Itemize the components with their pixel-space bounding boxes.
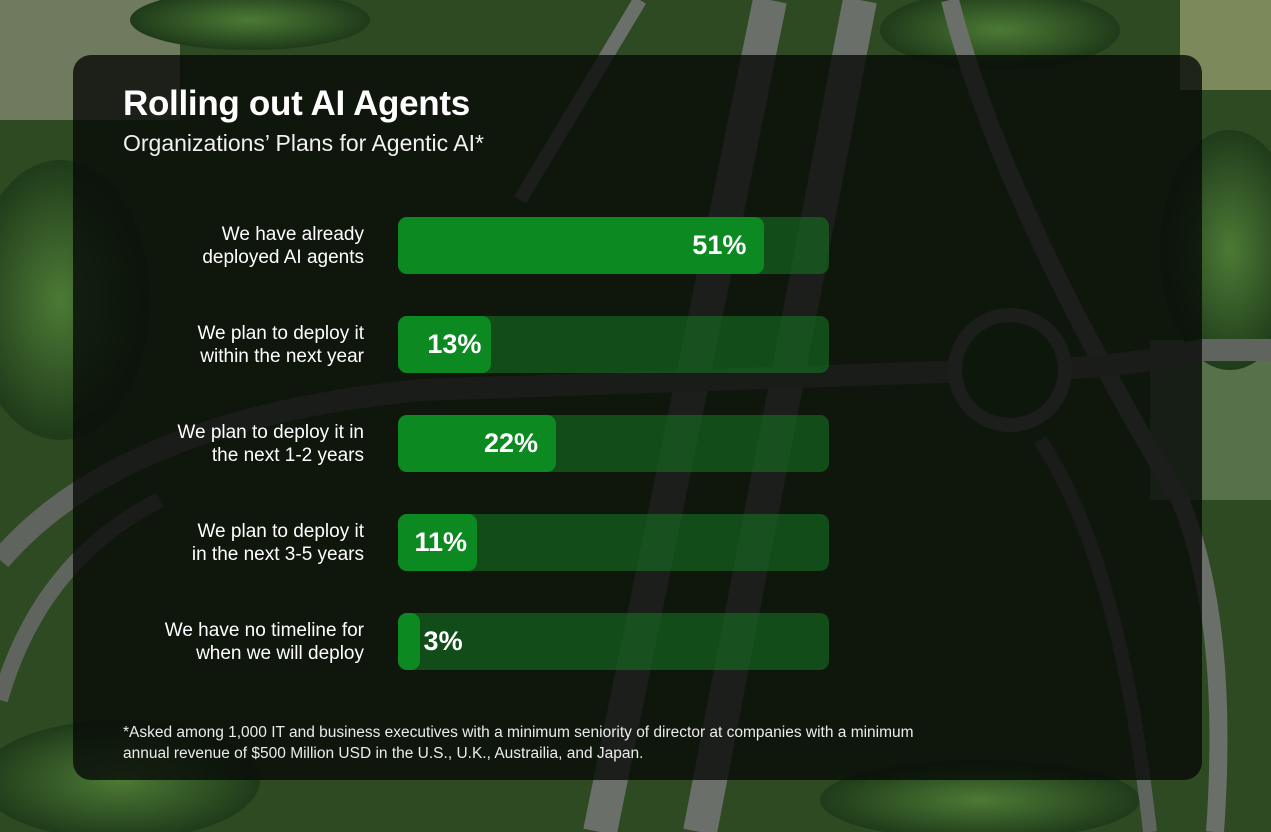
- footnote: *Asked among 1,000 IT and business execu…: [123, 722, 1043, 764]
- bar: [398, 217, 765, 274]
- category-label: We plan to deploy it in the next 3-5 year…: [110, 520, 364, 566]
- chart-subtitle: Organizations’ Plans for Agentic AI*: [123, 130, 484, 156]
- category-label-line: We plan to deploy it: [197, 323, 364, 344]
- bar-value-label: 51%: [692, 230, 747, 260]
- category-label-line: We plan to deploy it in: [177, 422, 364, 443]
- chart-title: Rolling out AI Agents: [123, 84, 470, 123]
- bar-value-label: 13%: [427, 329, 482, 359]
- bar-track: [398, 613, 829, 670]
- bar-value-label: 22%: [483, 428, 539, 458]
- category-label-line: in the next 3-5 years: [191, 544, 364, 565]
- category-label: We plan to deploy it in the next 1-2 year…: [110, 421, 364, 467]
- category-label-line: the next 1-2 years: [211, 445, 364, 466]
- category-label-line: We have no timeline for: [164, 620, 364, 641]
- bar: [398, 415, 557, 472]
- bar: [398, 613, 420, 670]
- category-label-line: when we will deploy: [196, 643, 364, 664]
- category-label-line: We plan to deploy it: [197, 521, 364, 542]
- category-label: We have no timeline for when we will depl…: [110, 619, 364, 665]
- bar-value-label: 11%: [414, 527, 468, 557]
- category-label-line: deployed AI agents: [202, 247, 364, 268]
- category-label-line: within the next year: [200, 346, 364, 367]
- category-label-line: We have already: [221, 224, 364, 245]
- category-label: We have already deployed AI agents: [110, 223, 364, 269]
- footnote-line-2: annual revenue of $500 Million USD in th…: [123, 745, 644, 762]
- category-label: We plan to deploy it within the next year: [110, 322, 364, 368]
- footnote-line-1: *Asked among 1,000 IT and business execu…: [123, 724, 914, 741]
- bar: [398, 514, 478, 571]
- bar: [398, 316, 492, 373]
- bar-value-label: 3%: [423, 626, 463, 656]
